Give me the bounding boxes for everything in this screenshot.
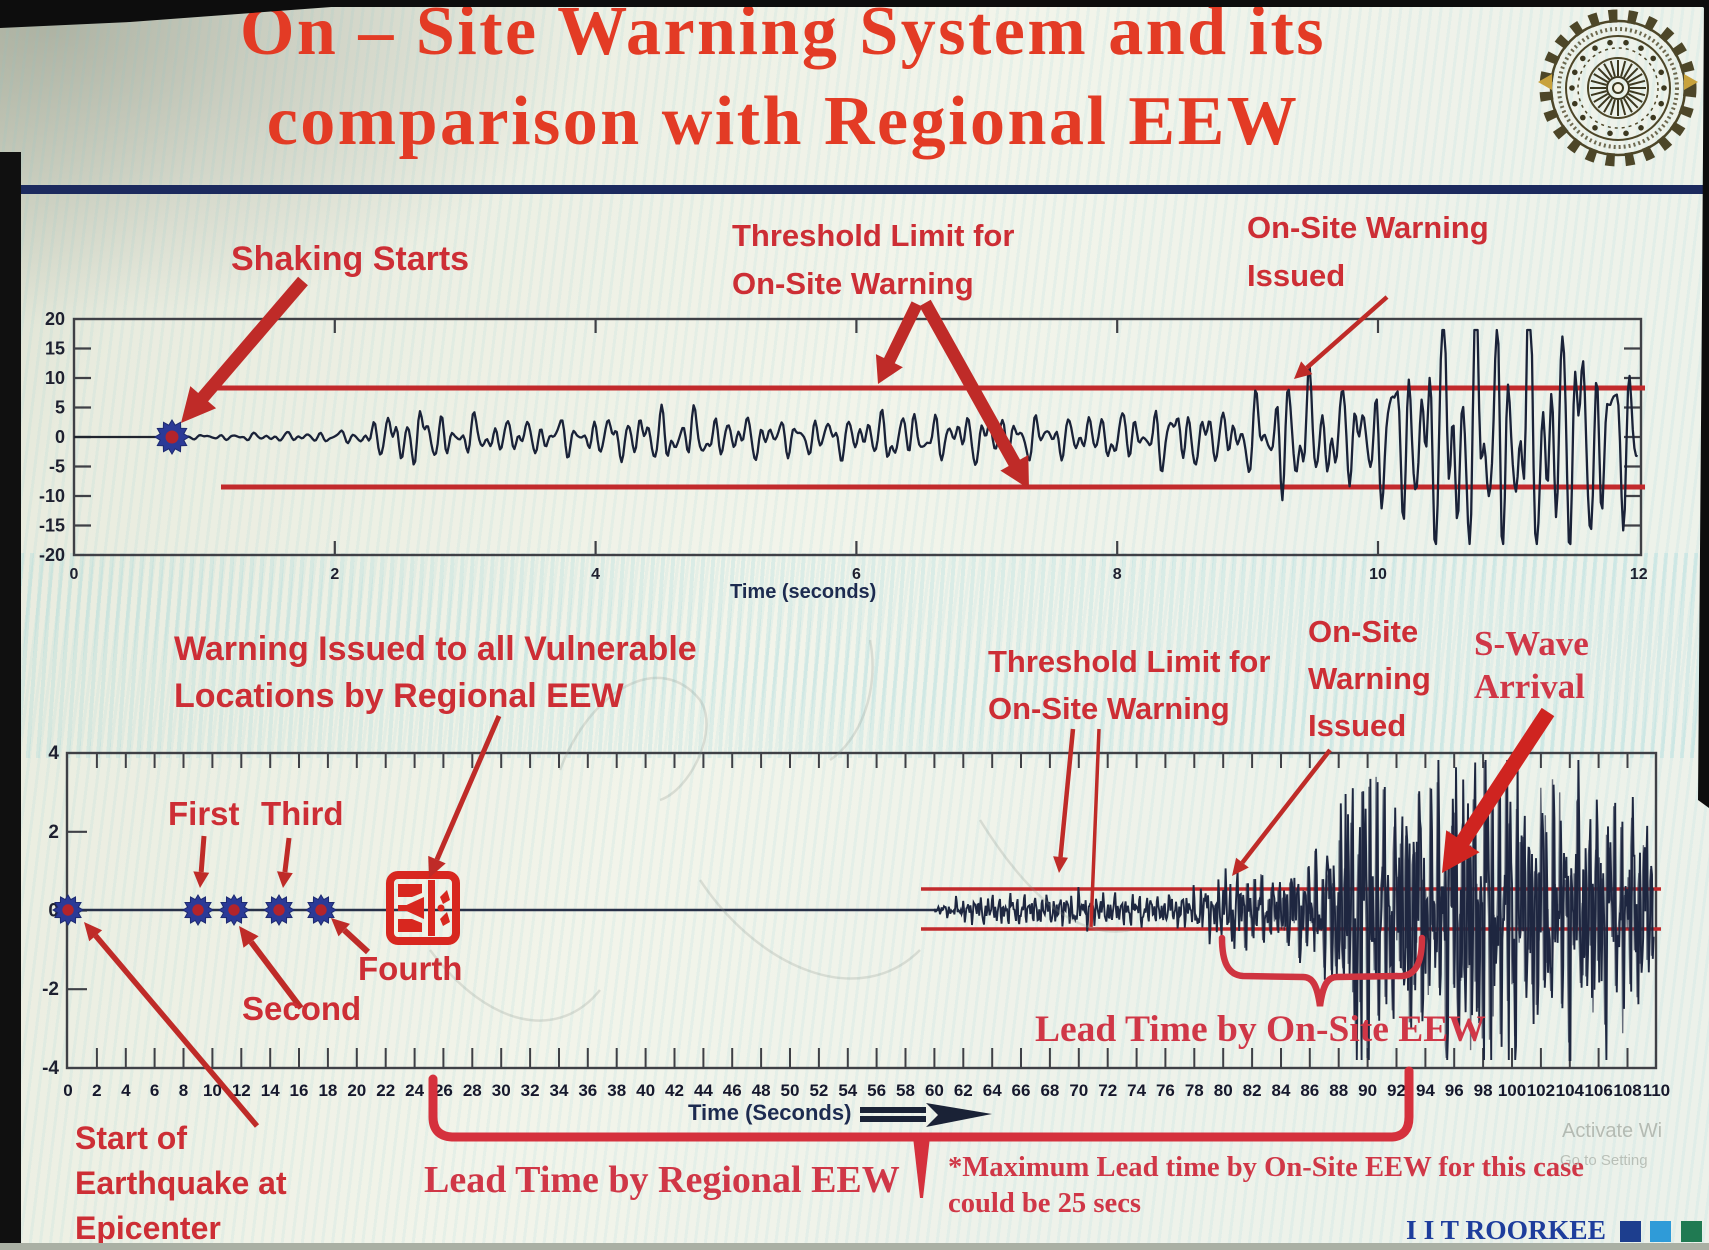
svg-text:12: 12 [1630, 566, 1648, 583]
svg-text:32: 32 [521, 1081, 540, 1100]
svg-text:110: 110 [1643, 1081, 1670, 1100]
svg-text:22: 22 [376, 1081, 395, 1100]
svg-text:40: 40 [636, 1081, 655, 1100]
svg-text:8: 8 [179, 1081, 188, 1100]
svg-text:4: 4 [48, 743, 59, 764]
svg-text:16: 16 [290, 1081, 309, 1100]
svg-text:24: 24 [405, 1081, 424, 1100]
svg-text:100: 100 [1498, 1081, 1526, 1100]
svg-text:80: 80 [1214, 1081, 1233, 1100]
svg-text:26: 26 [434, 1081, 453, 1100]
svg-text:0: 0 [63, 1081, 72, 1100]
svg-text:6: 6 [150, 1081, 159, 1100]
svg-text:84: 84 [1272, 1081, 1291, 1100]
svg-text:2: 2 [92, 1081, 101, 1100]
svg-text:66: 66 [1012, 1081, 1031, 1100]
svg-text:46: 46 [723, 1081, 742, 1100]
svg-text:106: 106 [1584, 1081, 1612, 1100]
svg-text:54: 54 [838, 1081, 857, 1100]
svg-text:108: 108 [1613, 1081, 1641, 1100]
svg-text:36: 36 [578, 1081, 597, 1100]
svg-text:104: 104 [1556, 1081, 1585, 1100]
svg-text:70: 70 [1069, 1081, 1088, 1100]
svg-text:88: 88 [1329, 1081, 1348, 1100]
svg-text:4: 4 [121, 1081, 131, 1100]
svg-text:2: 2 [330, 566, 339, 583]
svg-text:8: 8 [1113, 566, 1122, 583]
svg-text:92: 92 [1387, 1081, 1406, 1100]
svg-text:58: 58 [896, 1081, 915, 1100]
svg-text:90: 90 [1358, 1081, 1377, 1100]
svg-text:60: 60 [925, 1081, 944, 1100]
svg-text:10: 10 [203, 1081, 222, 1100]
svg-text:42: 42 [665, 1081, 684, 1100]
svg-text:30: 30 [492, 1081, 511, 1100]
svg-text:96: 96 [1445, 1081, 1464, 1100]
svg-text:20: 20 [45, 309, 65, 329]
svg-text:82: 82 [1243, 1081, 1262, 1100]
svg-text:78: 78 [1185, 1081, 1204, 1100]
svg-text:50: 50 [781, 1081, 800, 1100]
svg-text:56: 56 [867, 1081, 886, 1100]
svg-text:52: 52 [809, 1081, 828, 1100]
svg-text:5: 5 [55, 398, 65, 418]
svg-text:-20: -20 [39, 545, 65, 565]
svg-text:76: 76 [1156, 1081, 1175, 1100]
svg-text:94: 94 [1416, 1081, 1435, 1100]
svg-text:98: 98 [1474, 1081, 1493, 1100]
svg-text:64: 64 [983, 1081, 1002, 1100]
svg-text:2: 2 [48, 822, 59, 843]
svg-text:28: 28 [463, 1081, 482, 1100]
svg-text:10: 10 [1369, 566, 1387, 583]
svg-text:62: 62 [954, 1081, 973, 1100]
svg-text:102: 102 [1527, 1081, 1555, 1100]
svg-text:-10: -10 [39, 486, 65, 506]
svg-text:48: 48 [752, 1081, 771, 1100]
svg-text:34: 34 [550, 1081, 569, 1100]
svg-text:44: 44 [694, 1081, 713, 1100]
svg-text:0: 0 [55, 427, 65, 447]
svg-text:0: 0 [70, 566, 79, 583]
svg-text:20: 20 [347, 1081, 366, 1100]
svg-text:-15: -15 [39, 516, 65, 536]
svg-text:18: 18 [318, 1081, 337, 1100]
svg-text:74: 74 [1127, 1081, 1146, 1100]
svg-text:86: 86 [1300, 1081, 1319, 1100]
svg-text:15: 15 [45, 339, 65, 359]
svg-text:68: 68 [1040, 1081, 1059, 1100]
svg-text:72: 72 [1098, 1081, 1117, 1100]
svg-text:14: 14 [261, 1081, 280, 1100]
svg-text:10: 10 [45, 368, 65, 388]
svg-text:12: 12 [232, 1081, 251, 1100]
svg-text:38: 38 [607, 1081, 626, 1100]
svg-text:-4: -4 [42, 1058, 59, 1079]
svg-text:-5: -5 [49, 457, 65, 477]
svg-text:4: 4 [591, 566, 600, 583]
svg-text:6: 6 [852, 566, 861, 583]
svg-text:-2: -2 [42, 979, 59, 1000]
